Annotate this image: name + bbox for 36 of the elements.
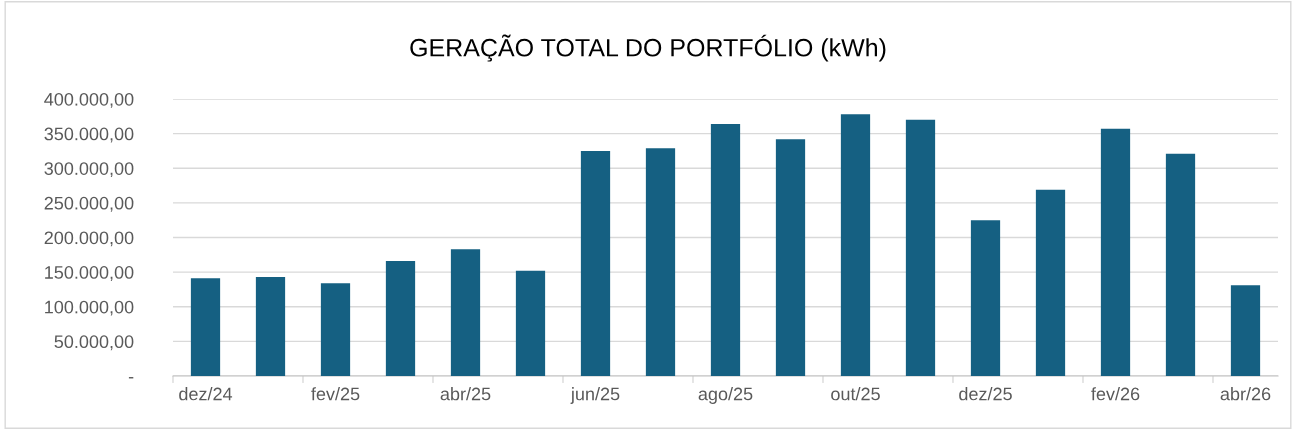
y-tick-label: 400.000,00	[44, 92, 134, 108]
bar	[190, 278, 221, 376]
y-tick-label: 300.000,00	[44, 162, 134, 178]
chart-title: GERAÇÃO TOTAL DO PORTFÓLIO (kWh)	[410, 34, 886, 62]
x-tick-label: fev/26	[1091, 387, 1140, 401]
y-tick-label: -	[128, 377, 134, 379]
bar	[775, 139, 806, 376]
y-tick-label: 250.000,00	[44, 196, 134, 212]
bar	[515, 270, 546, 376]
x-tick-label: dez/25	[959, 387, 1012, 401]
bar	[905, 119, 936, 376]
bar	[450, 249, 481, 376]
y-tick-label: 50.000,00	[54, 335, 134, 351]
bar	[1165, 153, 1196, 376]
y-tick-label: 200.000,00	[44, 231, 134, 247]
y-tick-label: 100.000,00	[45, 300, 134, 316]
x-tick-label: ago/25	[698, 387, 753, 404]
bar	[320, 283, 351, 376]
bar	[580, 150, 611, 376]
bar	[1035, 189, 1066, 376]
y-tick-label: 150.000,00	[45, 266, 134, 281]
bar	[710, 123, 741, 376]
x-tick-label: dez/24	[179, 387, 233, 401]
y-tick-label: 350.000,00	[44, 127, 134, 143]
bar	[385, 261, 416, 376]
bar	[645, 148, 676, 376]
x-tick-label: out/25	[831, 387, 880, 401]
x-tick-label: abr/25	[440, 387, 491, 401]
x-tick-label: abr/26	[1220, 387, 1271, 401]
x-tick-label: fev/25	[311, 387, 360, 401]
bar	[840, 114, 871, 376]
bar	[255, 276, 286, 376]
x-tick-label: jun/25	[570, 387, 620, 404]
bar	[1230, 285, 1261, 376]
bar	[970, 220, 1001, 376]
bar	[1100, 128, 1131, 376]
